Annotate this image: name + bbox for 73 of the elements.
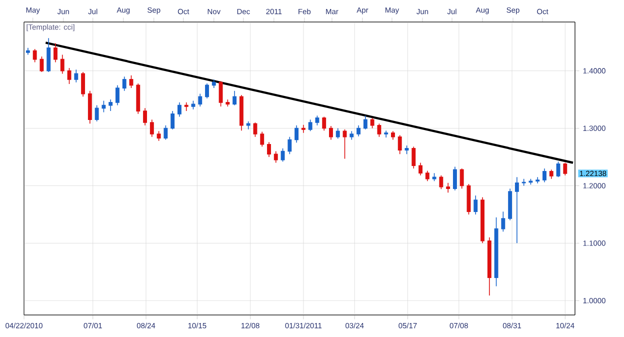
candlestick [563, 162, 568, 176]
candlestick [446, 182, 450, 194]
candlestick [40, 56, 44, 72]
candlestick [329, 126, 333, 140]
candlestick [301, 124, 306, 134]
candlestick [390, 130, 395, 140]
candlestick [164, 125, 168, 140]
candlestick [288, 136, 292, 155]
candlestick [522, 178, 526, 186]
candlestick [46, 38, 51, 72]
candlestick [81, 72, 86, 98]
candlestick [308, 119, 312, 132]
candlestick [356, 125, 361, 137]
candlestick [260, 131, 264, 148]
candlestick [239, 94, 244, 131]
candlestick [404, 145, 409, 155]
candlestick [398, 134, 402, 155]
candlestick [102, 100, 106, 113]
candlestick [542, 168, 546, 183]
candlestick [508, 188, 512, 221]
candlestick [549, 169, 554, 180]
candlestick [88, 90, 92, 124]
candlestick [501, 211, 506, 232]
candlestick [384, 130, 388, 138]
candlestick [274, 150, 278, 164]
candlestick [294, 125, 299, 144]
candlestick [452, 166, 457, 191]
candlestick [363, 115, 368, 130]
candlestick [136, 83, 140, 114]
candlestick [432, 172, 436, 182]
candlestick [32, 48, 37, 63]
candlestick [412, 146, 416, 169]
candlestick [418, 162, 422, 176]
candlestick [108, 99, 113, 112]
candlestick [205, 83, 209, 99]
candlestick [60, 54, 64, 74]
candlestick [494, 216, 498, 287]
candlestick [212, 79, 216, 88]
candlestick [177, 102, 182, 118]
candlestick [315, 115, 320, 126]
candlestick [350, 130, 354, 140]
candlestick [342, 129, 347, 160]
candlestick [170, 110, 175, 130]
candlestick [218, 80, 223, 107]
candlestick [191, 100, 196, 110]
candlestick [514, 176, 519, 244]
candlestick [460, 168, 464, 189]
candlestick [377, 123, 382, 138]
candlestick [336, 128, 340, 140]
candlestick [226, 99, 230, 107]
candlestick [156, 130, 161, 142]
candlestick [246, 120, 250, 130]
candlestick [370, 118, 374, 129]
candlestick [487, 237, 492, 296]
candlestick [74, 69, 78, 83]
candlestick [198, 93, 202, 107]
candlestick [267, 142, 271, 158]
candlestick [474, 195, 478, 215]
candlestick [184, 102, 188, 112]
candlestick [536, 176, 540, 184]
candlestick [232, 90, 237, 106]
candlestick [26, 47, 30, 56]
candlestick [143, 108, 148, 126]
candlestick [439, 174, 444, 190]
candlestick [480, 196, 484, 244]
candlestick [54, 42, 58, 63]
candlestick [116, 84, 120, 106]
candlestick [425, 170, 430, 182]
candlestick [322, 116, 326, 131]
candlestick [150, 119, 154, 138]
candlestick [528, 178, 533, 185]
candlestick [122, 76, 126, 92]
candlestick [94, 104, 99, 122]
